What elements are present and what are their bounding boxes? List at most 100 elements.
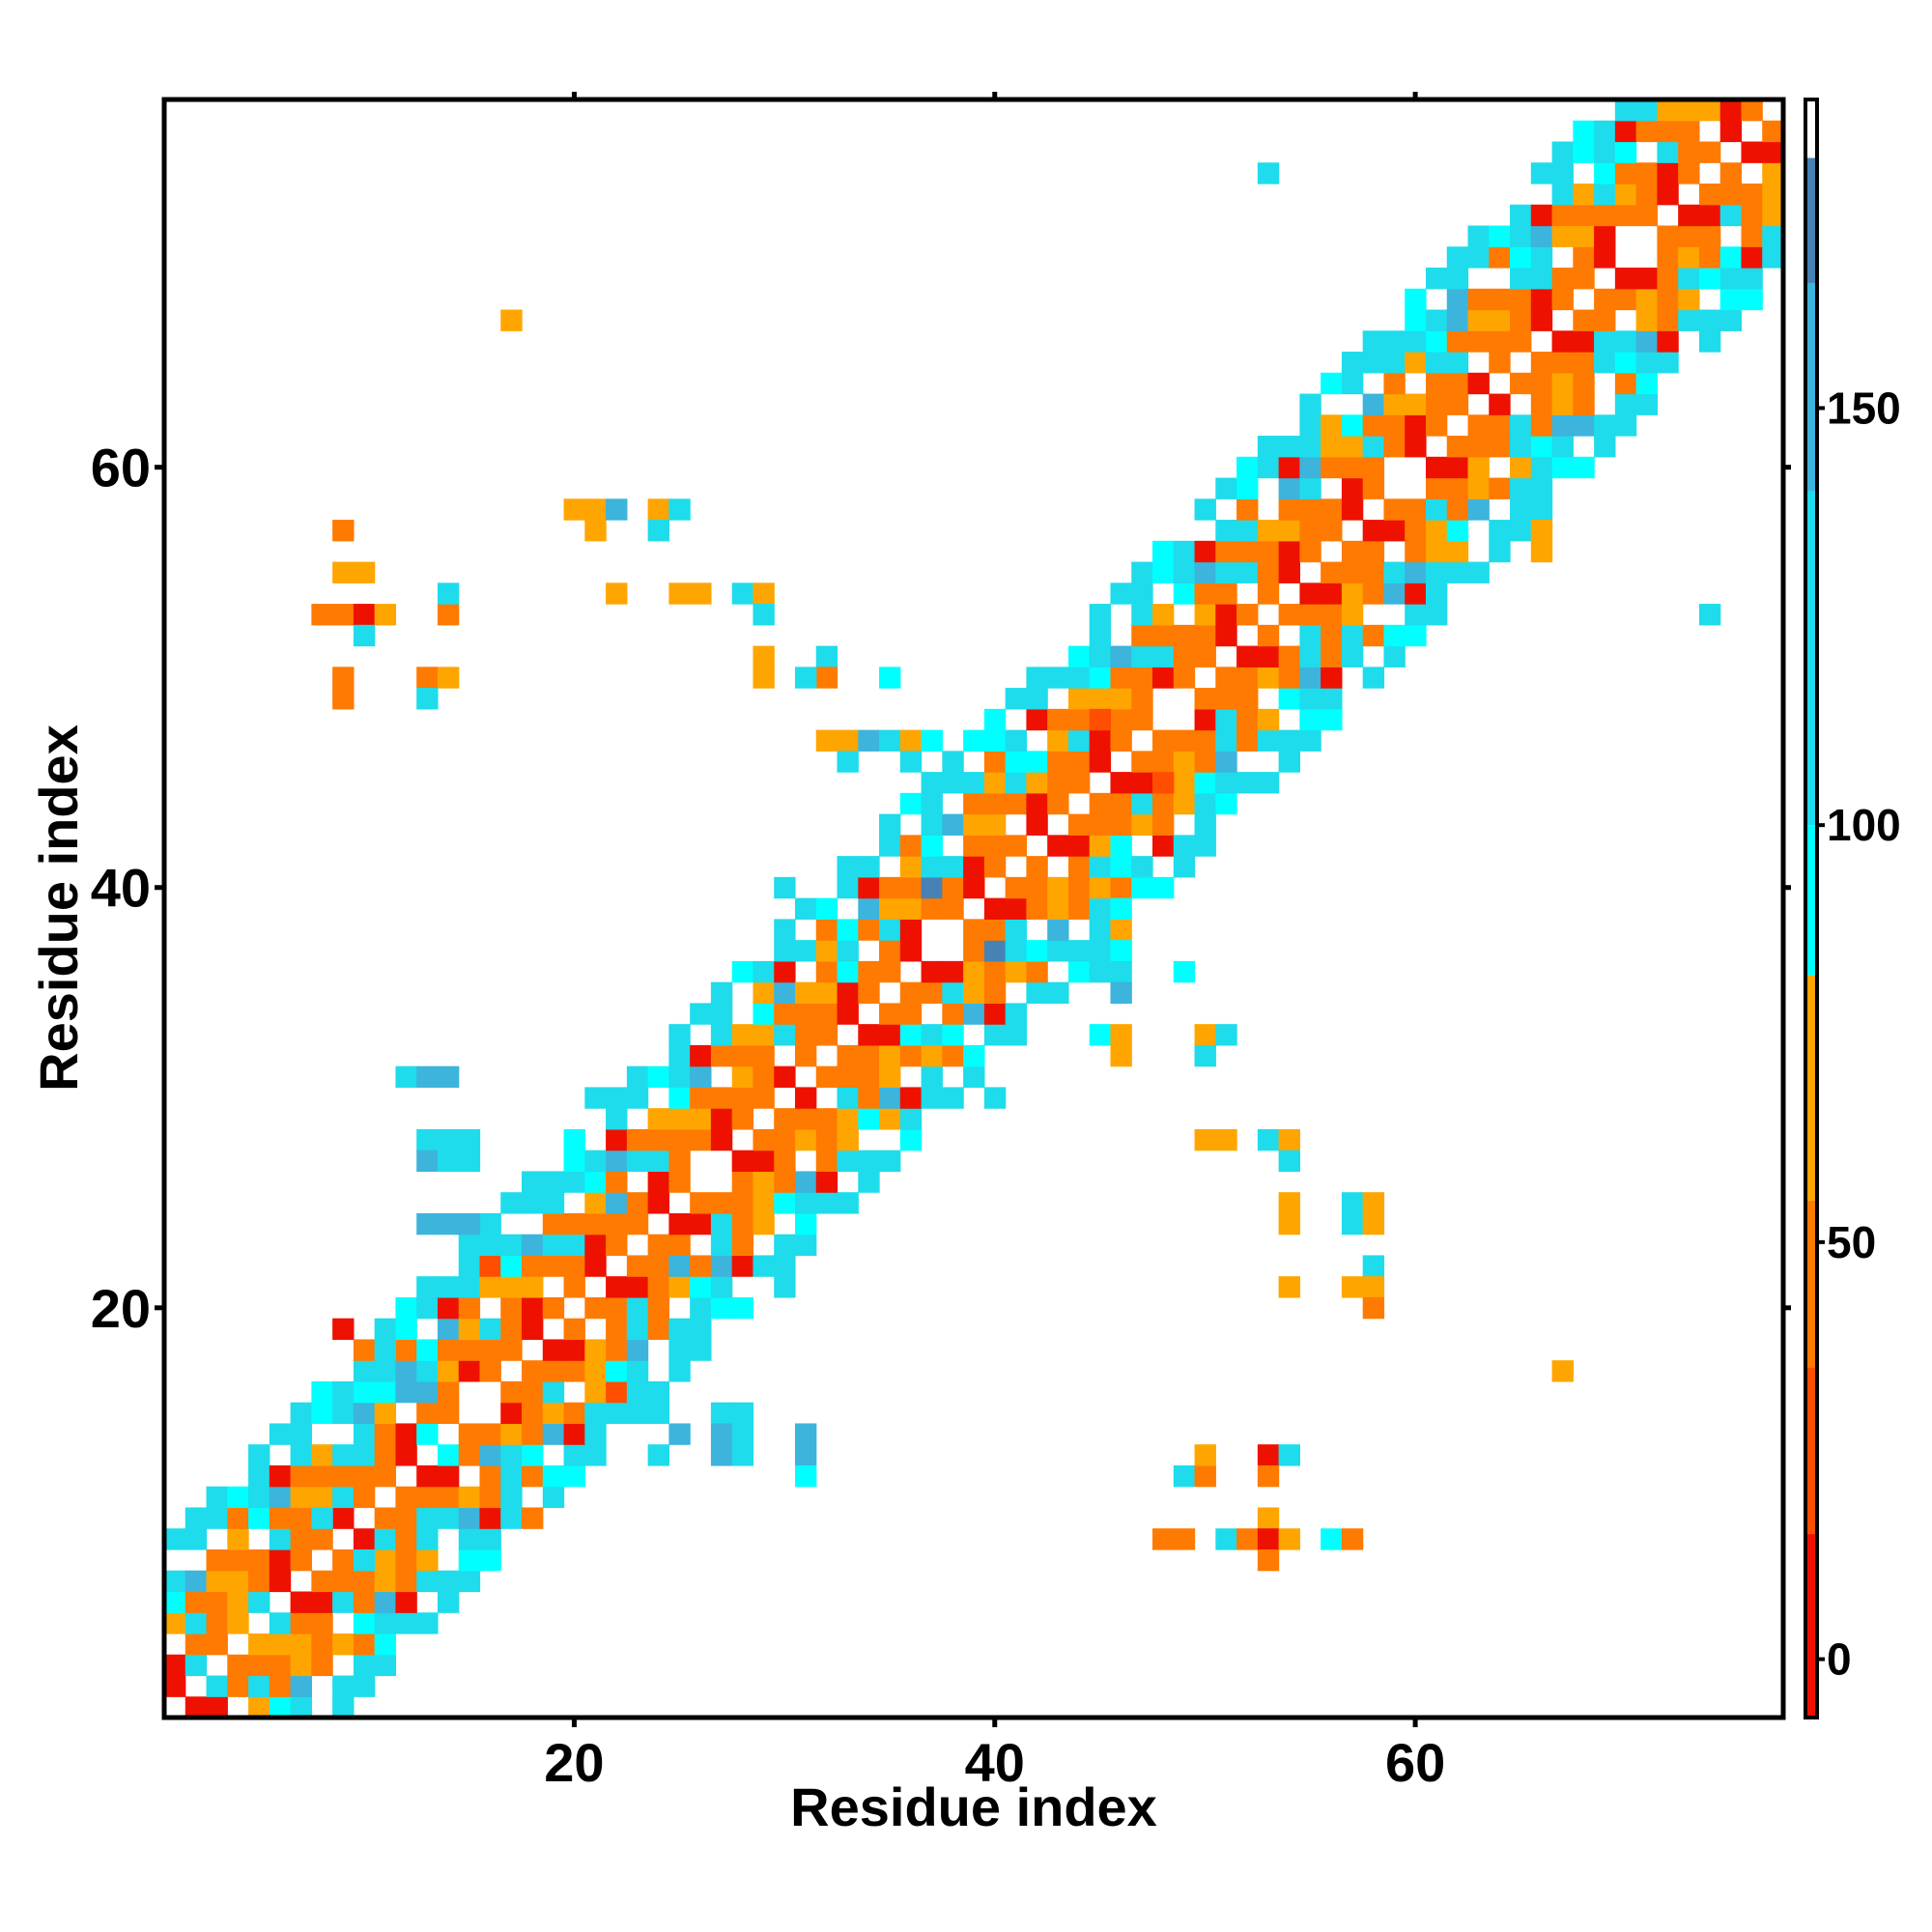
heatmap-cell — [1678, 268, 1700, 290]
heatmap-cell — [1257, 162, 1280, 185]
heatmap-cell — [1510, 520, 1532, 542]
heatmap-cell — [522, 1402, 544, 1425]
heatmap-cell — [668, 1212, 691, 1236]
heatmap-cell — [1299, 436, 1321, 458]
heatmap-cell — [584, 1192, 607, 1214]
heatmap-cell — [353, 1591, 376, 1613]
heatmap-cell — [1719, 99, 1743, 122]
heatmap-cell — [1215, 751, 1237, 773]
heatmap-cell — [794, 667, 817, 689]
heatmap-cell — [1530, 498, 1553, 521]
heatmap-cell — [1635, 204, 1659, 227]
heatmap-cell — [1257, 561, 1280, 583]
heatmap-cell — [1299, 645, 1321, 668]
heatmap-cell — [606, 1108, 628, 1130]
heatmap-cell — [1530, 204, 1553, 227]
heatmap-cell — [311, 1528, 333, 1550]
heatmap-cell — [837, 729, 859, 752]
heatmap-cell — [753, 1171, 775, 1193]
heatmap-cell — [1110, 792, 1132, 815]
heatmap-cell — [206, 1507, 228, 1529]
heatmap-cell — [542, 1192, 565, 1214]
heatmap-cell — [1719, 162, 1743, 185]
heatmap-cell — [1362, 667, 1385, 689]
heatmap-cell — [1383, 624, 1406, 647]
heatmap-cell — [1110, 667, 1132, 689]
heatmap-cell — [1467, 246, 1490, 269]
heatmap-cell — [668, 1423, 691, 1445]
heatmap-cell — [626, 1318, 649, 1341]
heatmap-cell — [227, 1591, 249, 1613]
heatmap-cell — [963, 729, 985, 752]
heatmap-cell — [1047, 772, 1069, 794]
heatmap-cell — [837, 919, 859, 941]
heatmap-cell — [1657, 162, 1679, 185]
heatmap-cell — [1278, 604, 1300, 626]
heatmap-cell — [1489, 393, 1511, 415]
heatmap-cell — [1467, 456, 1490, 479]
heatmap-cell — [668, 1065, 691, 1088]
heatmap-cell — [248, 1654, 270, 1677]
heatmap-cell — [1657, 330, 1679, 353]
heatmap-cell — [668, 582, 691, 605]
heatmap-cell — [500, 1296, 523, 1320]
heatmap-cell — [1425, 582, 1448, 605]
heatmap-cell — [1215, 604, 1237, 626]
heatmap-cell — [794, 1464, 817, 1488]
heatmap-cell — [1425, 561, 1448, 583]
heatmap-cell — [563, 1423, 585, 1445]
heatmap-cell — [500, 1255, 523, 1277]
heatmap-cell — [395, 1612, 417, 1634]
heatmap-cell — [395, 1296, 417, 1320]
heatmap-cell — [1383, 498, 1406, 521]
heatmap-cell — [1341, 436, 1364, 458]
heatmap-cell — [374, 1570, 397, 1593]
heatmap-cell — [437, 1276, 460, 1298]
heatmap-cell — [248, 1570, 270, 1593]
heatmap-cell — [1131, 708, 1153, 731]
heatmap-cell — [1321, 708, 1343, 731]
heatmap-cell — [899, 1108, 923, 1130]
heatmap-cell — [774, 960, 796, 983]
heatmap-cell — [1089, 919, 1112, 941]
y-tick-label: 40 — [91, 858, 151, 919]
heatmap-cell — [353, 1380, 376, 1404]
heatmap-cell — [1278, 1528, 1300, 1550]
heatmap-cell — [1278, 456, 1300, 479]
heatmap-cell — [374, 1339, 397, 1361]
heatmap-cell — [1278, 1128, 1300, 1151]
heatmap-cell — [1236, 604, 1259, 626]
heatmap-cell — [542, 1402, 565, 1425]
heatmap-cell — [1762, 184, 1784, 206]
heatmap-cell — [227, 1570, 249, 1593]
heatmap-cell — [1131, 751, 1153, 773]
heatmap-cell — [815, 919, 838, 941]
heatmap-cell — [668, 498, 691, 521]
heatmap-cell — [395, 1444, 417, 1466]
heatmap-cell — [1425, 372, 1448, 395]
heatmap-cell — [164, 1528, 186, 1550]
heatmap-cell — [1762, 204, 1784, 227]
heatmap-cell — [1741, 268, 1763, 290]
heatmap-cell — [522, 1171, 544, 1193]
heatmap-cell — [815, 1171, 838, 1193]
heatmap-cell — [606, 1128, 628, 1151]
heatmap-cell — [522, 1444, 544, 1466]
heatmap-cell — [1278, 688, 1300, 710]
heatmap-cell — [668, 1044, 691, 1067]
heatmap-cell — [1551, 288, 1574, 311]
heatmap-cell — [1067, 772, 1091, 794]
heatmap-cell — [837, 1003, 859, 1025]
heatmap-cell — [1089, 708, 1112, 731]
heatmap-cell — [1194, 1444, 1216, 1466]
heatmap-cell — [1047, 919, 1069, 941]
heatmap-cell — [185, 1507, 208, 1529]
heatmap-cell — [647, 1444, 669, 1466]
heatmap-cell — [522, 1423, 544, 1445]
heatmap-cell — [416, 1128, 439, 1151]
heatmap-cell — [1551, 436, 1574, 458]
heatmap-cell — [1446, 393, 1469, 415]
heatmap-cell — [626, 1212, 649, 1236]
heatmap-cell — [1635, 184, 1659, 206]
heatmap-cell — [668, 1171, 691, 1193]
